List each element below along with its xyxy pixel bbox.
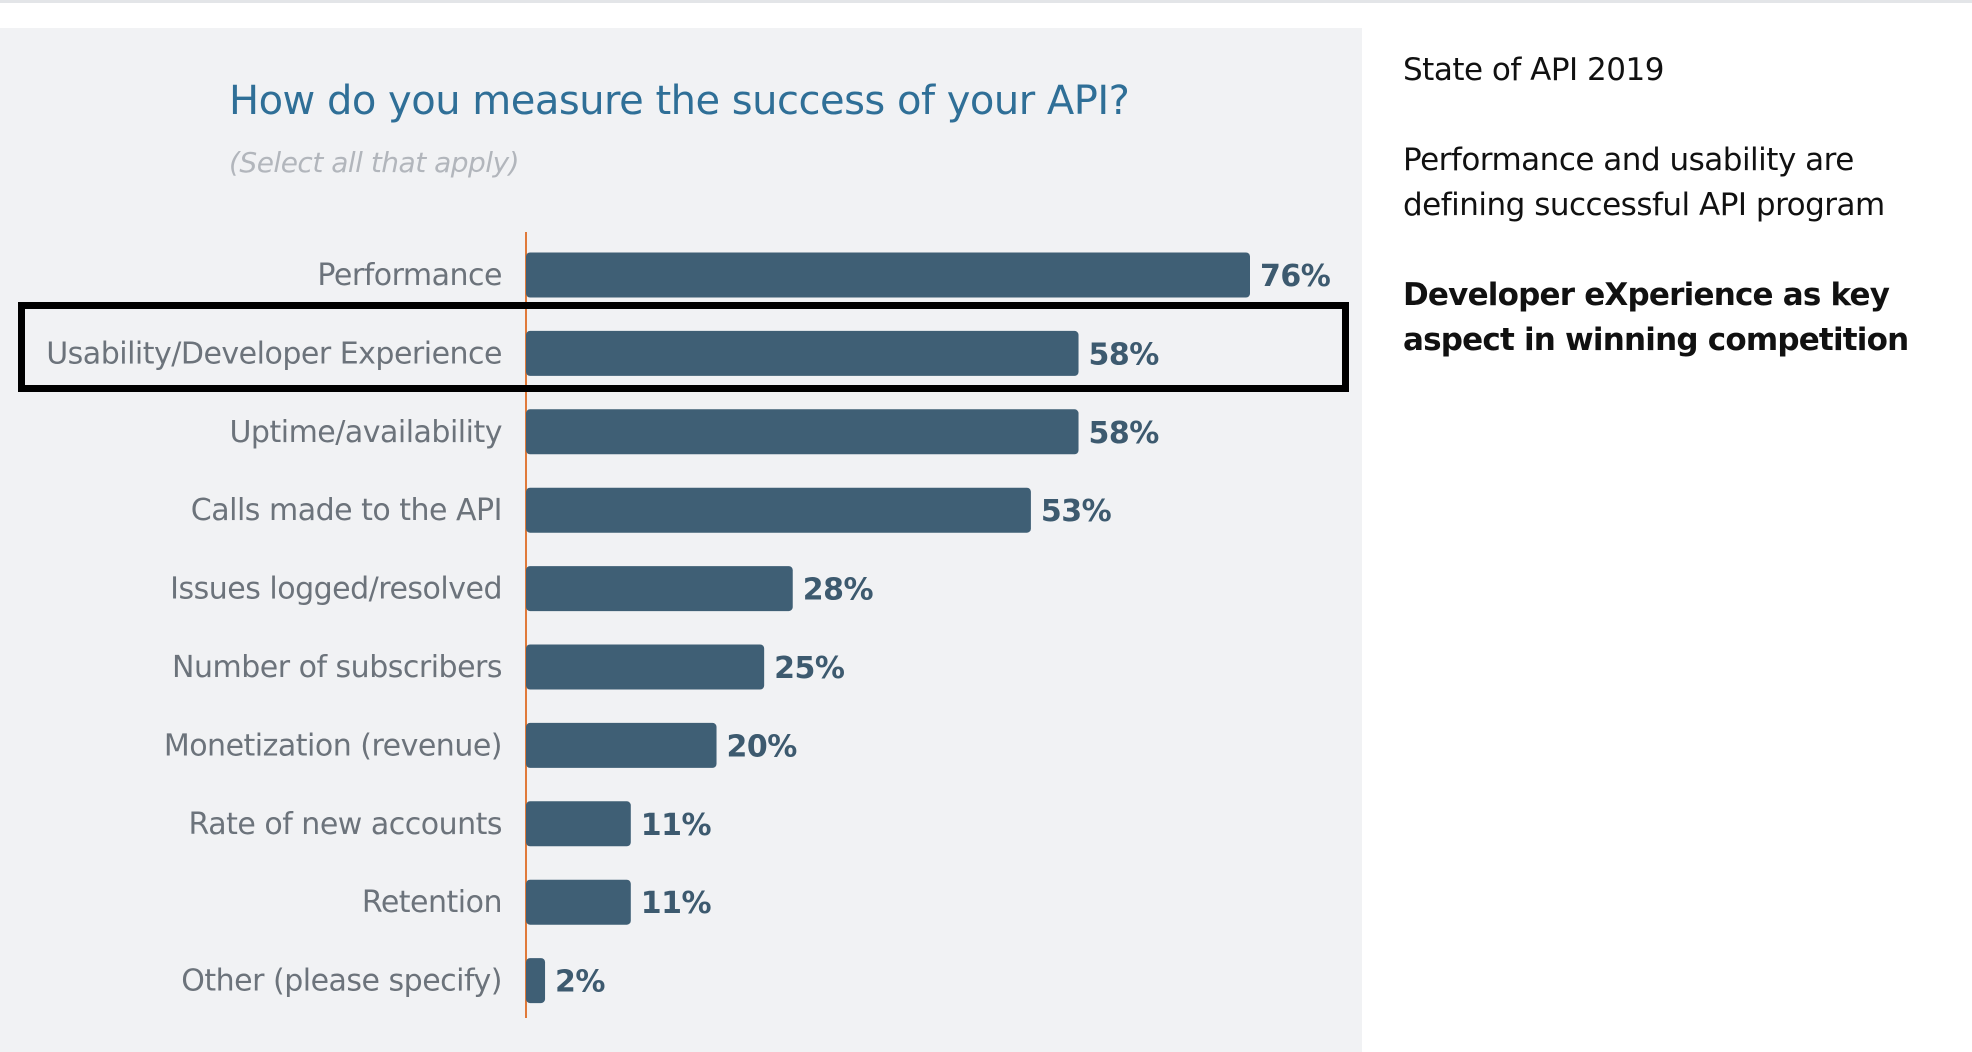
bar-row: Issues logged/resolved 28% — [170, 566, 874, 612]
value-label: 2% — [555, 965, 605, 1000]
side-notes: State of API 2019 Performance and usabil… — [1403, 48, 1943, 363]
notes-summary: Performance and usability are defining s… — [1403, 142, 1885, 223]
bar — [526, 566, 793, 612]
chart-panel — [0, 28, 1362, 1052]
category-label: Issues logged/resolved — [170, 572, 502, 607]
category-label: Calls made to the API — [191, 493, 502, 528]
bar-row: Monetization (revenue) 20% — [164, 722, 798, 768]
value-label: 58% — [1089, 337, 1160, 372]
bar-row: Performance 76% — [317, 252, 1331, 298]
value-label: 11% — [641, 808, 712, 843]
bar — [526, 487, 1031, 533]
top-divider — [0, 0, 1972, 3]
bar — [526, 409, 1079, 455]
bar-row: Number of subscribers 25% — [172, 644, 845, 690]
bars-group: Performance 76% Usability/Developer Experi… — [46, 252, 1331, 1004]
category-label: Retention — [362, 885, 502, 920]
bar-chart: Performance 76% Usability/Developer Experi… — [46, 232, 1331, 1018]
value-label: 20% — [727, 729, 798, 764]
bar-row: Calls made to the API 53% — [191, 487, 1112, 533]
bar-row: Uptime/availability 58% — [229, 409, 1160, 455]
category-label: Performance — [317, 258, 502, 293]
bar — [526, 644, 765, 690]
category-label: Usability/Developer Experience — [46, 336, 502, 371]
value-label: 58% — [1089, 416, 1160, 451]
value-label: 76% — [1260, 259, 1331, 294]
value-label: 28% — [803, 573, 874, 608]
highlight-box — [18, 302, 1349, 392]
notes-heading: State of API 2019 — [1403, 52, 1664, 88]
bar-row: Usability/Developer Experience 58% — [46, 330, 1160, 376]
category-label: Monetization (revenue) — [164, 728, 502, 763]
chart-title: How do you measure the success of your A… — [229, 78, 1130, 124]
category-label: Rate of new accounts — [189, 807, 502, 842]
bar-row: Rate of new accounts 11% — [189, 801, 712, 847]
value-label: 25% — [774, 651, 845, 686]
bar — [526, 330, 1079, 376]
value-label: 11% — [641, 886, 712, 921]
bar — [526, 958, 546, 1004]
chart-subtitle: (Select all that apply) — [229, 146, 520, 179]
bar — [526, 252, 1250, 298]
bar — [526, 879, 631, 925]
bar-row: Other (please specify) 2% — [181, 958, 606, 1004]
category-label: Number of subscribers — [172, 650, 502, 685]
notes-emphasis: Developer eXperience as key aspect in wi… — [1403, 277, 1909, 358]
value-label: 53% — [1041, 494, 1112, 529]
bar — [526, 801, 631, 847]
bar — [526, 722, 717, 768]
category-label: Uptime/availability — [229, 415, 502, 450]
category-label: Other (please specify) — [181, 964, 502, 999]
bar-row: Retention 11% — [362, 879, 712, 925]
